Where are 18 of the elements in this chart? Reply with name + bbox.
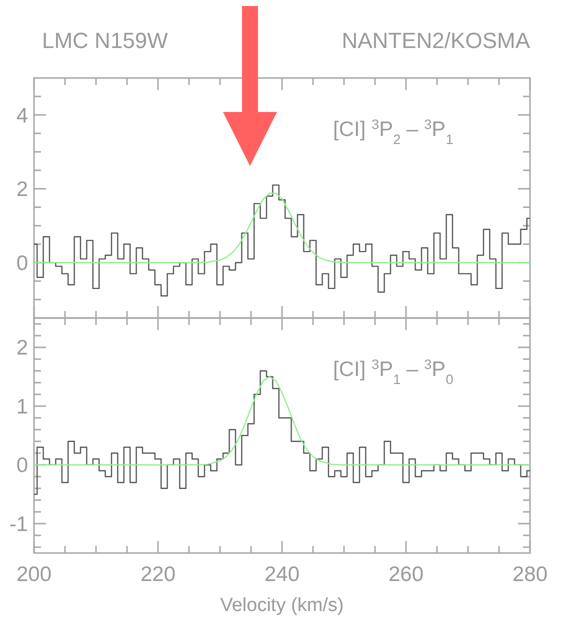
y-tick-label: 0 bbox=[16, 454, 28, 478]
y-tick-label: 2 bbox=[16, 178, 28, 202]
y-tick-label: 2 bbox=[16, 336, 28, 360]
chart-title: LMC N159W bbox=[42, 28, 168, 53]
x-tick-label: 280 bbox=[512, 563, 548, 586]
x-tick-label: 220 bbox=[140, 563, 176, 586]
x-axis-title: Velocity (km/s) bbox=[220, 595, 344, 616]
y-tick-label: 1 bbox=[16, 395, 28, 418]
y-tick-label: -1 bbox=[9, 512, 28, 536]
x-tick-label: 260 bbox=[388, 563, 424, 586]
x-tick-label: 240 bbox=[264, 563, 300, 586]
line-series bbox=[33, 192, 531, 264]
y-tick-label: 0 bbox=[16, 252, 28, 275]
y-tick-label: 4 bbox=[16, 104, 28, 128]
chart-subtitle: NANTEN2/KOSMA bbox=[342, 28, 530, 53]
annotation: [CI] $^{3}$P$_{2}$ – $^{3}$P$_{1}$ bbox=[333, 116, 454, 146]
annotation: [CI] $^{3}$P$_{1}$ – $^{3}$P$_{0}$ bbox=[333, 356, 454, 386]
x-tick-label: 200 bbox=[16, 563, 52, 586]
